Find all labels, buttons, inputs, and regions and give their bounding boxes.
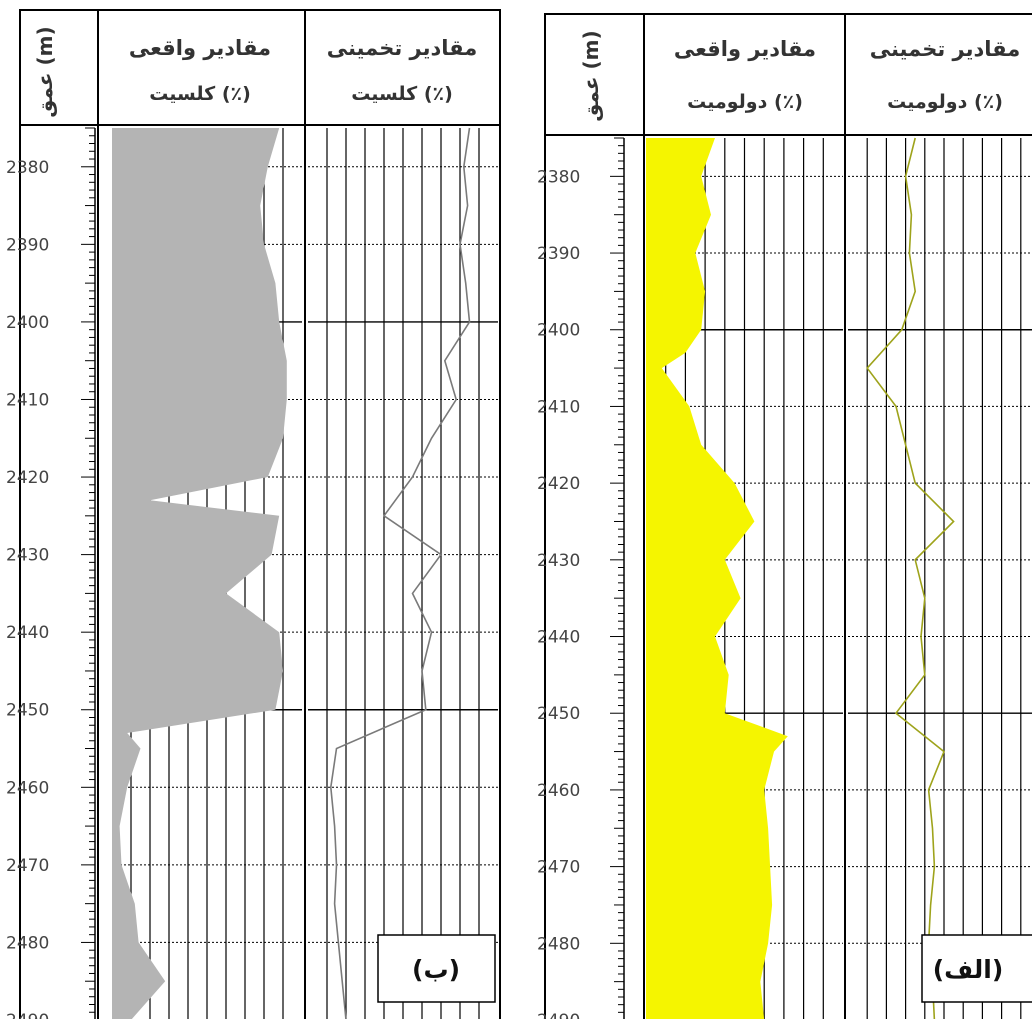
dolomite-estimated-title: مقادیر تخمینی: [870, 37, 1021, 61]
depth-tick-label: 2400: [6, 313, 49, 333]
filled-log-area: [112, 128, 287, 1019]
depth-tick-label: 2420: [537, 474, 580, 494]
calcite-actual-subtitle: کلسیت (٪): [149, 83, 251, 105]
calcite-estimated-curve: [331, 128, 470, 1019]
depth-tick-label: 2480: [6, 933, 49, 953]
calcite-actual-title: مقادیر واقعی: [129, 36, 271, 60]
dolomite-actual-title: مقادیر واقعی: [674, 37, 816, 61]
depth-tick-label: 2490: [6, 1011, 49, 1019]
dolomite-actual-curve: [646, 138, 788, 1019]
depth-tick-label: 2410: [537, 397, 580, 417]
dolomite-actual-subtitle: دولومیت (٪): [687, 91, 803, 113]
depth-tick-label: 2450: [537, 704, 580, 724]
depth-tick-label: 2420: [6, 468, 49, 488]
calcite-depth-header: عمق (m): [33, 26, 57, 117]
depth-tick-label: 2430: [6, 546, 49, 566]
depth-tick-label: 2410: [6, 390, 49, 410]
dolomite-estimated-subtitle: دولومیت (٪): [887, 91, 1003, 113]
depth-tick-label: 2450: [6, 701, 49, 721]
depth-tick-label: 2470: [6, 856, 49, 876]
calcite-depth-tick-labels: 2380 2390 2400 2410 2420 2430 2440 2450 2460 2470…: [6, 158, 49, 1019]
dolomite-panel: عمق (m) مقادیر واقعی دولومیت (٪) مقادیر …: [537, 14, 1032, 1019]
calcite-panel-label: (ب): [412, 955, 460, 984]
depth-tick-label: 2390: [537, 244, 580, 264]
depth-tick-label: 2480: [537, 934, 580, 954]
depth-tick-label: 2400: [537, 321, 580, 341]
estimated-log-line: [867, 138, 953, 1019]
calcite-depth-ruler: [81, 128, 95, 1019]
depth-tick-label: 2380: [537, 167, 580, 187]
depth-tick-label: 2390: [6, 235, 49, 255]
depth-tick-label: 2440: [6, 623, 49, 643]
filled-log-area: [646, 138, 788, 1019]
dolomite-panel-frame: [545, 14, 1032, 1019]
dolomite-estimated-curve: [867, 138, 953, 1019]
dolomite-panel-label: (الف): [933, 955, 1004, 984]
depth-tick-label: 2490: [537, 1011, 580, 1019]
calcite-estimated-grid: [308, 128, 498, 1019]
dolomite-depth-tick-labels: 2380 2390 2400 2410 2420 2430 2440 2450 2460 2470…: [537, 167, 580, 1019]
depth-tick-label: 2460: [537, 781, 580, 801]
depth-tick-label: 2460: [6, 778, 49, 798]
dolomite-estimated-grid: [848, 138, 1032, 1019]
estimated-log-line: [331, 128, 470, 1019]
depth-tick-label: 2430: [537, 551, 580, 571]
calcite-estimated-title: مقادیر تخمینی: [327, 36, 478, 60]
calcite-panel: عمق (m) مقادیر واقعی کلسیت (٪) مقادیر تخ…: [6, 10, 500, 1019]
calcite-actual-curve: [112, 128, 287, 1019]
depth-tick-label: 2380: [6, 158, 49, 178]
depth-tick-label: 2470: [537, 858, 580, 878]
calcite-estimated-subtitle: کلسیت (٪): [351, 83, 453, 105]
depth-tick-label: 2440: [537, 628, 580, 648]
dolomite-depth-ruler: [610, 138, 624, 1019]
dolomite-depth-header: عمق (m): [579, 30, 603, 121]
